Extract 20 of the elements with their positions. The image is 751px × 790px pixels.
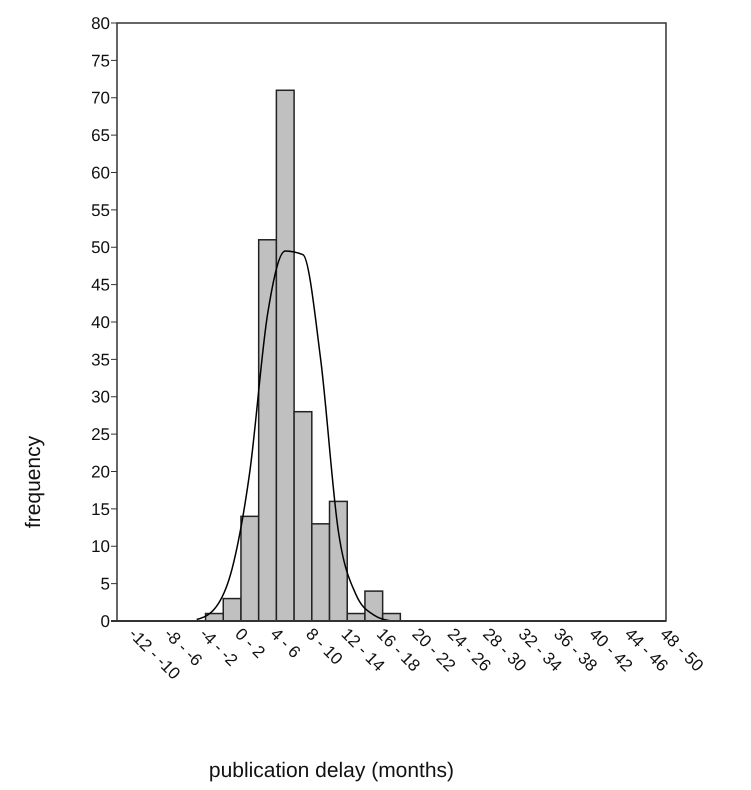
y-tick-label: 0 (100, 612, 110, 631)
y-tick-label: 80 (91, 14, 110, 33)
y-tick-label: 55 (91, 200, 110, 220)
y-tick-label: 30 (91, 388, 110, 407)
y-tick-label: 15 (91, 500, 110, 519)
y-tick-label: 40 (91, 312, 110, 332)
y-tick-label: 35 (91, 350, 110, 370)
x-tick-label: 4 - 6 (266, 624, 304, 662)
y-tick-label: 10 (91, 537, 110, 556)
y-tick-label: 75 (91, 51, 110, 70)
y-tick-label: 50 (91, 238, 110, 258)
y-tick-label: 45 (91, 276, 110, 295)
y-tick-label: 20 (91, 462, 110, 482)
y-tick-label: 65 (91, 126, 110, 146)
y-axis-title: frequency (22, 435, 45, 528)
y-tick-label: 5 (100, 574, 110, 594)
x-axis-title: publication delay (months) (208, 759, 454, 782)
y-tick-label: 60 (91, 163, 110, 182)
y-tick-label: 25 (91, 425, 110, 444)
y-tick-label: 70 (91, 88, 110, 108)
